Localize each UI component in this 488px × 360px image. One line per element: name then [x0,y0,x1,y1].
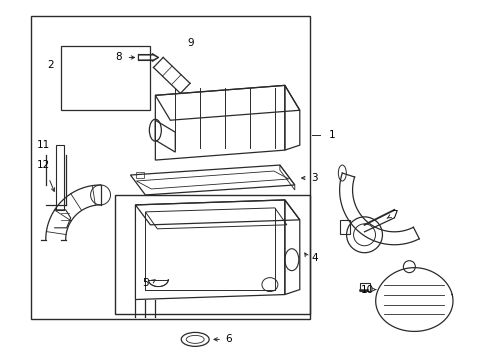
Text: 8: 8 [115,53,122,63]
Text: 12: 12 [37,160,50,170]
Text: 5: 5 [142,278,148,288]
Bar [359,283,369,291]
Bar [115,195,309,315]
Bar [31,15,309,319]
Text: 2: 2 [47,60,54,71]
Bar [56,145,63,210]
Text: 6: 6 [224,334,231,345]
Text: 4: 4 [311,253,317,263]
Text: 9: 9 [186,37,193,48]
Text: 7: 7 [390,210,397,220]
Bar [339,220,349,234]
Text: 1: 1 [327,130,334,140]
Bar [61,45,150,110]
Text: 11: 11 [37,140,50,150]
Text: 10: 10 [360,284,373,294]
Text: 3: 3 [311,173,317,183]
Bar [136,172,144,178]
